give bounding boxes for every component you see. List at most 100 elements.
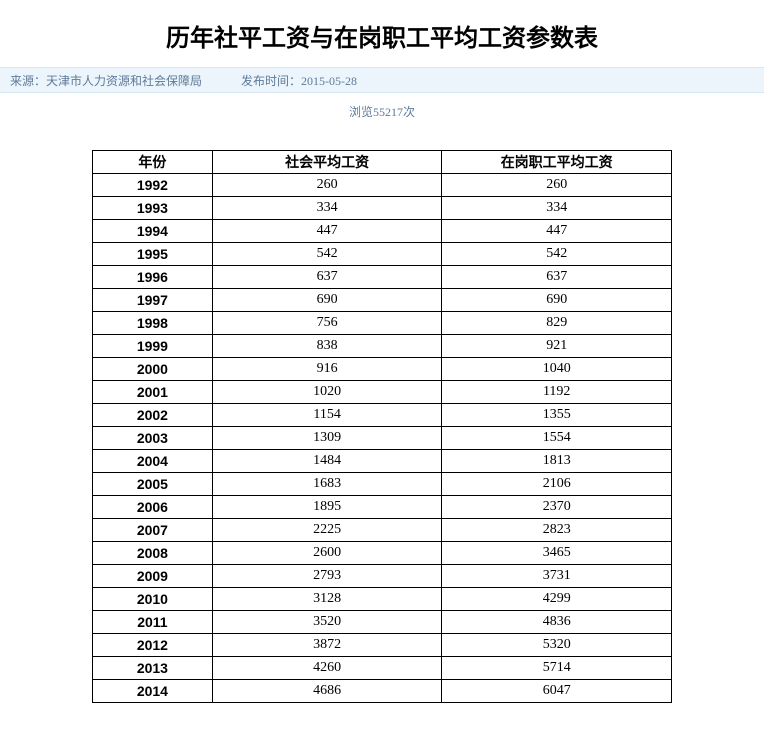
table-row: 20009161040: [93, 358, 672, 381]
page-title: 历年社平工资与在岗职工平均工资参数表: [0, 0, 764, 67]
cell-year: 2006: [93, 496, 213, 519]
col-header-year: 年份: [93, 151, 213, 174]
table-row: 200826003465: [93, 542, 672, 565]
cell-employed-avg: 829: [442, 312, 672, 335]
table-row: 1997690690: [93, 289, 672, 312]
table-wrap: 年份 社会平均工资 在岗职工平均工资 199226026019933343341…: [0, 150, 764, 723]
cell-employed-avg: 447: [442, 220, 672, 243]
cell-year: 2005: [93, 473, 213, 496]
table-row: 1996637637: [93, 266, 672, 289]
table-row: 1992260260: [93, 174, 672, 197]
table-row: 200927933731: [93, 565, 672, 588]
cell-employed-avg: 690: [442, 289, 672, 312]
meta-source-label: 来源：: [10, 74, 46, 88]
cell-social-avg: 1154: [212, 404, 442, 427]
table-row: 200618952370: [93, 496, 672, 519]
table-row: 200110201192: [93, 381, 672, 404]
cell-social-avg: 690: [212, 289, 442, 312]
wage-table: 年份 社会平均工资 在岗职工平均工资 199226026019933343341…: [92, 150, 672, 703]
cell-employed-avg: 2370: [442, 496, 672, 519]
table-row: 201135204836: [93, 611, 672, 634]
cell-year: 1997: [93, 289, 213, 312]
cell-social-avg: 1309: [212, 427, 442, 450]
table-row: 200722252823: [93, 519, 672, 542]
cell-social-avg: 1484: [212, 450, 442, 473]
views-prefix: 浏览: [349, 105, 373, 119]
cell-year: 1992: [93, 174, 213, 197]
cell-social-avg: 447: [212, 220, 442, 243]
cell-year: 2011: [93, 611, 213, 634]
cell-social-avg: 3520: [212, 611, 442, 634]
cell-year: 2014: [93, 680, 213, 703]
cell-social-avg: 260: [212, 174, 442, 197]
views-suffix: 次: [403, 105, 415, 119]
cell-year: 2004: [93, 450, 213, 473]
cell-social-avg: 1683: [212, 473, 442, 496]
cell-year: 1993: [93, 197, 213, 220]
cell-social-avg: 334: [212, 197, 442, 220]
cell-employed-avg: 542: [442, 243, 672, 266]
cell-employed-avg: 4836: [442, 611, 672, 634]
cell-year: 2002: [93, 404, 213, 427]
views-counter: 浏览55217次: [0, 93, 764, 150]
cell-social-avg: 756: [212, 312, 442, 335]
cell-social-avg: 1020: [212, 381, 442, 404]
cell-social-avg: 637: [212, 266, 442, 289]
cell-employed-avg: 2823: [442, 519, 672, 542]
col-header-employed-avg: 在岗职工平均工资: [442, 151, 672, 174]
cell-social-avg: 542: [212, 243, 442, 266]
cell-employed-avg: 1813: [442, 450, 672, 473]
table-row: 201031284299: [93, 588, 672, 611]
views-count: 55217: [373, 105, 403, 119]
table-row: 201342605714: [93, 657, 672, 680]
meta-source-value: 天津市人力资源和社会保障局: [46, 74, 202, 88]
cell-employed-avg: 1554: [442, 427, 672, 450]
meta-time-value: 2015-05-28: [301, 74, 357, 88]
cell-social-avg: 2225: [212, 519, 442, 542]
cell-social-avg: 2600: [212, 542, 442, 565]
table-row: 1999838921: [93, 335, 672, 358]
table-row: 1998756829: [93, 312, 672, 335]
cell-employed-avg: 1040: [442, 358, 672, 381]
cell-social-avg: 1895: [212, 496, 442, 519]
table-row: 200313091554: [93, 427, 672, 450]
cell-year: 1995: [93, 243, 213, 266]
cell-year: 1996: [93, 266, 213, 289]
table-row: 1995542542: [93, 243, 672, 266]
table-row: 201238725320: [93, 634, 672, 657]
cell-social-avg: 3872: [212, 634, 442, 657]
cell-year: 2007: [93, 519, 213, 542]
cell-social-avg: 3128: [212, 588, 442, 611]
table-row: 200211541355: [93, 404, 672, 427]
cell-year: 2001: [93, 381, 213, 404]
cell-employed-avg: 334: [442, 197, 672, 220]
cell-year: 2008: [93, 542, 213, 565]
cell-year: 2012: [93, 634, 213, 657]
cell-employed-avg: 921: [442, 335, 672, 358]
table-row: 1994447447: [93, 220, 672, 243]
cell-employed-avg: 637: [442, 266, 672, 289]
cell-employed-avg: 2106: [442, 473, 672, 496]
table-row: 1993334334: [93, 197, 672, 220]
cell-employed-avg: 260: [442, 174, 672, 197]
cell-social-avg: 2793: [212, 565, 442, 588]
table-row: 200414841813: [93, 450, 672, 473]
cell-social-avg: 838: [212, 335, 442, 358]
table-row: 200516832106: [93, 473, 672, 496]
cell-year: 1998: [93, 312, 213, 335]
cell-year: 2009: [93, 565, 213, 588]
cell-year: 1999: [93, 335, 213, 358]
meta-time: 发布时间：2015-05-28: [241, 68, 357, 94]
cell-employed-avg: 1192: [442, 381, 672, 404]
cell-year: 2003: [93, 427, 213, 450]
cell-employed-avg: 6047: [442, 680, 672, 703]
cell-employed-avg: 3731: [442, 565, 672, 588]
cell-year: 1994: [93, 220, 213, 243]
cell-employed-avg: 3465: [442, 542, 672, 565]
cell-employed-avg: 5320: [442, 634, 672, 657]
cell-year: 2000: [93, 358, 213, 381]
cell-social-avg: 4686: [212, 680, 442, 703]
cell-employed-avg: 4299: [442, 588, 672, 611]
table-row: 201446866047: [93, 680, 672, 703]
cell-year: 2010: [93, 588, 213, 611]
